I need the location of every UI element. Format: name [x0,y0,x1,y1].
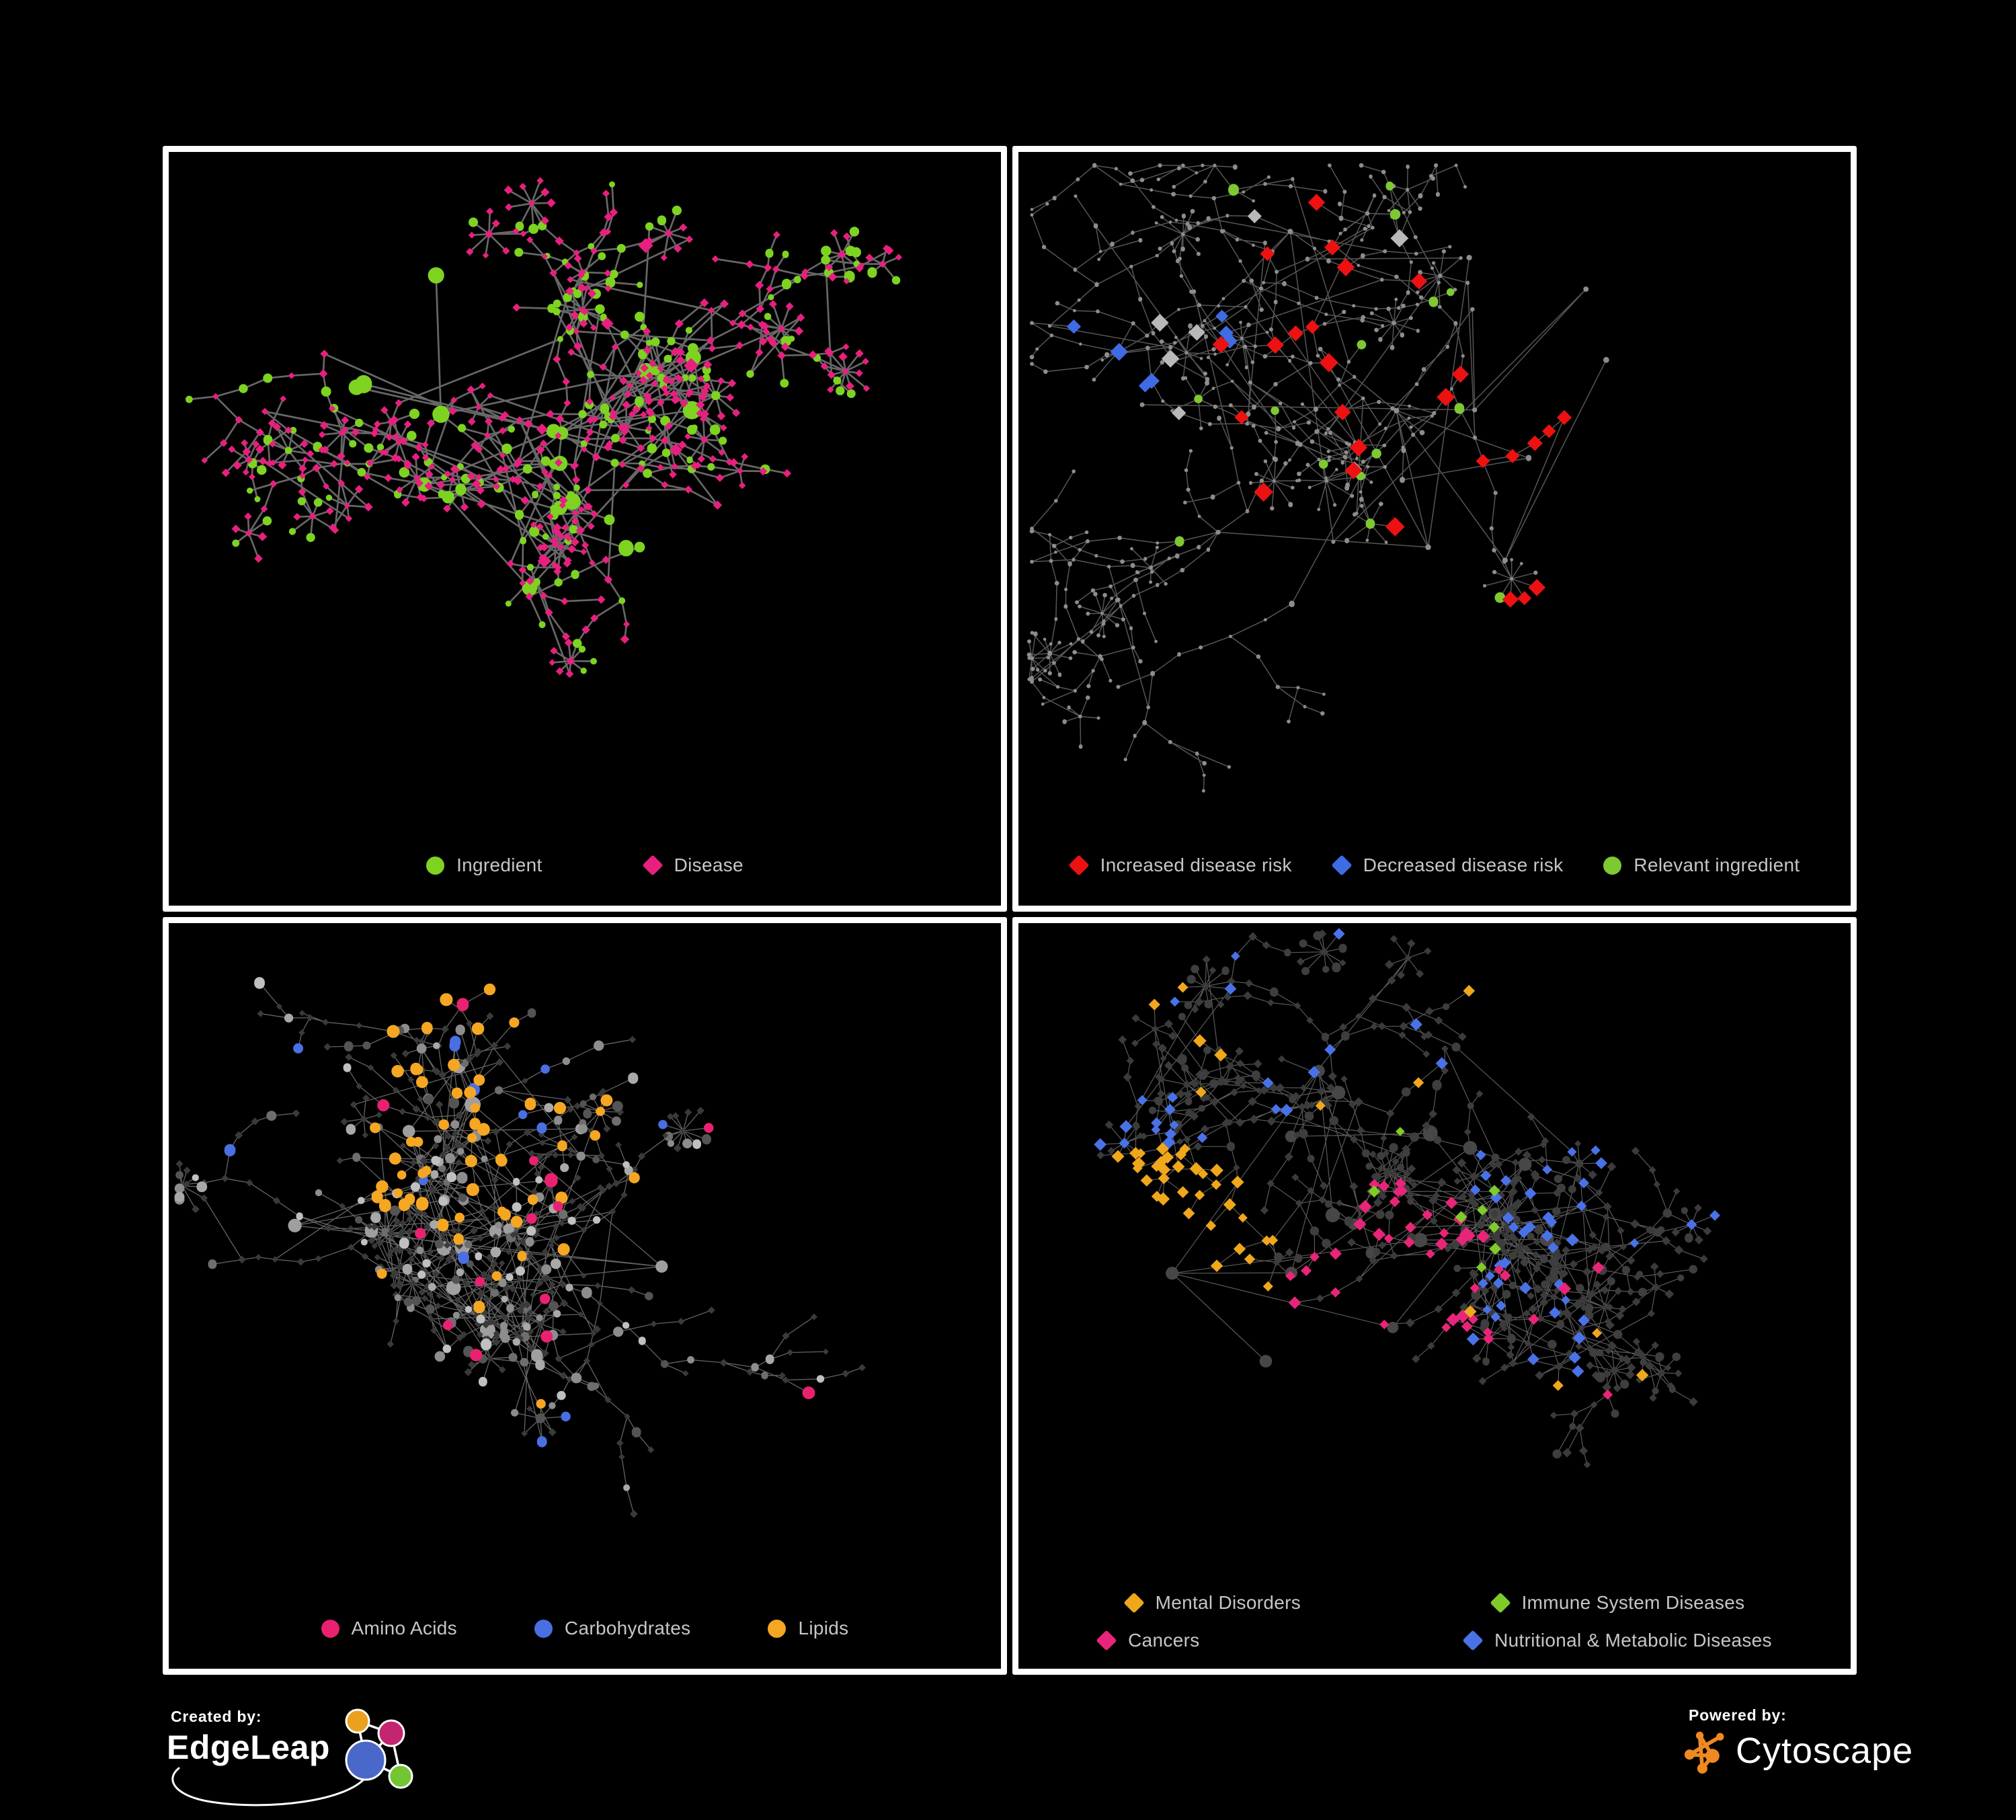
network-graph-nutrient-categories [174,977,866,1518]
cytoscape-icon [1684,1731,1724,1774]
legend-circle-marker [1603,856,1622,875]
nodes-circle-disease-categories [1149,931,1698,1459]
legend-item: Decreased disease risk [1331,855,1564,876]
network-graph-disease-risk [1026,163,1609,793]
edgeleap-node-blue [345,1739,387,1781]
legend-item: Immune System Diseases [1490,1592,1745,1614]
legend-nutrient-categories: Amino Acids Carbohydrates Lipids [169,1618,1001,1639]
legend-label: Amino Acids [351,1618,457,1638]
legend-circle-marker [321,1619,339,1638]
edgeleap-credit: Created by: EdgeLeap [160,1700,424,1814]
legend-item: Disease [642,855,743,876]
legend-item: Nutritional & Metabolic Diseases [1462,1630,1772,1651]
legend-item: Lipids [768,1618,848,1639]
legend-circle-marker [426,856,445,875]
cytoscape-credit: Powered by: Cytoscape [1677,1700,1972,1794]
edgeleap-node-magenta [377,1719,405,1747]
highlight-nodes-circle-disease-risk [1174,182,1506,603]
legend-diamond-marker [1490,1592,1511,1614]
edgeleap-logo-icon [171,1708,413,1807]
panel-disease-risk: Increased disease risk Decreased disease … [1012,146,1857,912]
legend-item: Carbohydrates [534,1618,691,1639]
legend-label: Nutritional & Metabolic Diseases [1494,1630,1772,1651]
nodes-diamond-disease-categories [1096,929,1712,1468]
legend-label: Relevant ingredient [1634,855,1800,875]
panel-disease-categories: Mental Disorders Immune System Diseases Ca… [1012,917,1857,1675]
legend-item: Cancers [1096,1630,1463,1651]
legend-label: Cancers [1128,1630,1200,1651]
cytoscape-brand: Cytoscape [1736,1731,1914,1771]
legend-label: Immune System Diseases [1521,1592,1745,1613]
legend-diamond-marker [1096,1630,1117,1651]
legend-ingredient-disease: Ingredient Disease [169,855,1001,876]
highlight-nodes-circle-nutrient-categories [370,983,640,1409]
highlight-nodes-diamond-disease-categories [1111,982,1649,1391]
legend-circle-marker [534,1619,553,1638]
legend-item: Increased disease risk [1068,855,1292,876]
legend-diamond-marker [642,855,663,876]
legend-item: Ingredient [426,855,542,876]
created-by-caption: Created by: [171,1708,262,1725]
legend-label: Mental Disorders [1155,1592,1301,1613]
legend-diamond-marker [1462,1630,1484,1651]
network-graph-disease-categories [1094,928,1720,1468]
panel-nutrient-categories: Amino Acids Carbohydrates Lipids [163,917,1007,1675]
legend-circle-marker [768,1619,787,1638]
highlight-nodes-diamond-disease-risk [1066,309,1238,393]
legend-label: Lipids [798,1618,849,1638]
nodes-circle-disease-risk [1026,163,1609,793]
legend-label: Increased disease risk [1100,855,1292,875]
legend-row: Cancers Nutritional & Metabolic Diseases [1096,1630,1772,1651]
edgeleap-node-orange [345,1708,370,1734]
legend-item: Relevant ingredient [1603,855,1800,876]
edgeleap-brand: EdgeLeap [167,1729,330,1766]
edgeleap-swoosh [171,1767,370,1807]
legend-diamond-marker [1123,1592,1145,1614]
edges-disease-risk [1029,165,1607,791]
powered-by-caption: Powered by: [1689,1706,1787,1724]
network-graph-ingredient-disease [186,177,902,678]
edgeleap-node-green [388,1764,413,1789]
nodes-diamond-ingredient-disease [201,177,902,678]
legend-label: Decreased disease risk [1363,855,1564,875]
legend-label: Carbohydrates [564,1618,691,1638]
legend-label: Ingredient [456,855,542,875]
legend-item: Amino Acids [321,1618,457,1639]
highlight-nodes-diamond-disease-categories [1094,928,1720,1378]
legend-row: Mental Disorders Immune System Diseases [1123,1592,1745,1614]
legend-diamond-marker [1331,855,1353,876]
legend-disease-categories: Mental Disorders Immune System Diseases Ca… [1018,1592,1851,1651]
highlight-nodes-diamond-disease-risk [1212,194,1572,608]
legend-disease-risk: Increased disease risk Decreased disease … [1018,855,1851,876]
legend-label: Disease [674,855,743,875]
legend-diamond-marker [1068,855,1090,876]
panel-ingredient-disease: Ingredient Disease [163,146,1007,912]
legend-item: Mental Disorders [1123,1592,1491,1614]
